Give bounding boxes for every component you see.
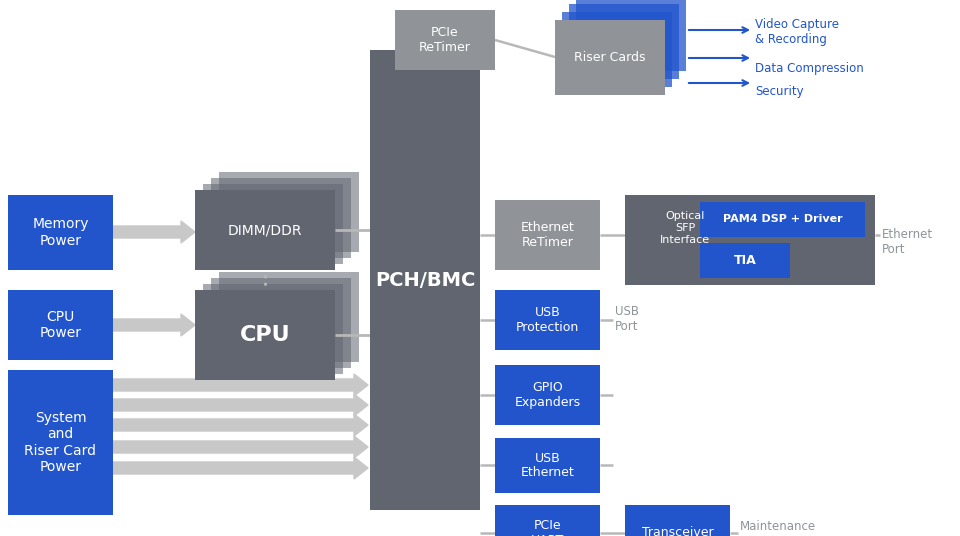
Text: CPU
Power: CPU Power: [39, 310, 82, 340]
Bar: [8, 370, 113, 515]
Bar: [195, 290, 335, 380]
Bar: [495, 505, 600, 536]
Bar: [203, 184, 343, 264]
Bar: [700, 243, 790, 278]
FancyArrow shape: [113, 394, 368, 416]
Bar: [8, 195, 113, 270]
Bar: [495, 438, 600, 493]
Bar: [495, 365, 600, 425]
Bar: [625, 195, 875, 285]
Bar: [576, 0, 686, 71]
Bar: [195, 190, 335, 270]
Text: Optical
SFP
Interface: Optical SFP Interface: [660, 211, 710, 244]
Bar: [700, 202, 865, 237]
Text: USB
Ethernet: USB Ethernet: [520, 451, 574, 480]
Bar: [211, 278, 351, 368]
Text: PCIe
ReTimer: PCIe ReTimer: [420, 26, 471, 54]
Bar: [219, 272, 359, 362]
FancyArrow shape: [113, 374, 368, 396]
Text: TIA: TIA: [733, 254, 756, 267]
Text: PCH/BMC: PCH/BMC: [374, 271, 475, 289]
Text: Riser Cards: Riser Cards: [574, 51, 646, 64]
Text: GPIO
Expanders: GPIO Expanders: [515, 381, 581, 409]
Text: Maintenance
Port: Maintenance Port: [740, 520, 816, 536]
Text: USB
Port: USB Port: [615, 305, 639, 333]
Bar: [203, 284, 343, 374]
FancyArrow shape: [113, 436, 368, 458]
Text: USB
Protection: USB Protection: [516, 306, 579, 334]
Text: CPU: CPU: [240, 325, 290, 345]
Bar: [495, 200, 600, 270]
Text: Security: Security: [755, 85, 804, 98]
Bar: [562, 12, 672, 87]
Text: Ethernet
ReTimer: Ethernet ReTimer: [520, 221, 574, 249]
Bar: [569, 4, 679, 79]
Text: Data Compression: Data Compression: [755, 62, 864, 75]
FancyArrow shape: [113, 457, 368, 479]
Text: Transceiver: Transceiver: [641, 526, 713, 536]
FancyArrow shape: [113, 314, 195, 336]
Text: Ethernet
Port: Ethernet Port: [882, 228, 933, 256]
Bar: [555, 20, 665, 95]
Bar: [211, 178, 351, 258]
Text: Memory
Power: Memory Power: [33, 218, 88, 248]
FancyArrow shape: [113, 414, 368, 436]
Bar: [495, 290, 600, 350]
Bar: [219, 172, 359, 252]
Text: Video Capture
& Recording: Video Capture & Recording: [755, 18, 839, 46]
Bar: [395, 10, 495, 70]
Bar: [625, 505, 730, 536]
Text: PCIe
UART: PCIe UART: [531, 519, 564, 536]
Text: PAM4 DSP + Driver: PAM4 DSP + Driver: [723, 214, 842, 225]
FancyArrow shape: [113, 221, 195, 243]
Bar: [370, 50, 480, 510]
Bar: [8, 290, 113, 360]
Text: System
and
Riser Card
Power: System and Riser Card Power: [25, 411, 97, 474]
Text: DIMM/DDR: DIMM/DDR: [228, 223, 302, 237]
